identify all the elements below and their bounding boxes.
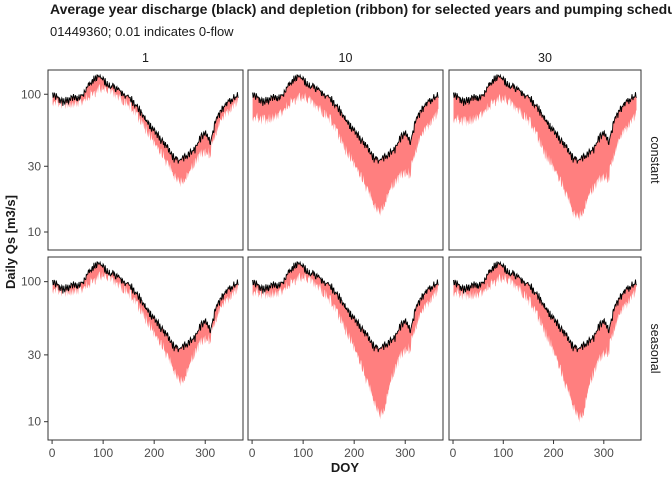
- panel-border: [247, 69, 444, 251]
- x-tick-label: 0: [249, 446, 256, 460]
- panel-plot-area: [52, 260, 239, 387]
- depletion-ribbon: [453, 75, 637, 222]
- panel-plot-area: [252, 73, 439, 217]
- panel-border: [448, 69, 642, 251]
- facet-strip-row: seasonal: [648, 323, 662, 373]
- facet-panels: 10 30 100 10 30 100 0 100 200 300 0 100 200 300 0 100 20…: [21, 51, 662, 460]
- discharge-line: [52, 260, 239, 353]
- facet-strip-column: 10: [339, 51, 353, 65]
- facet-strip-row: constant: [648, 136, 662, 184]
- x-tick-label: 200: [344, 446, 364, 460]
- depletion-ribbon: [52, 75, 239, 188]
- y-tick-label: 30: [28, 348, 42, 362]
- panel-border: [47, 69, 244, 251]
- panel-border: [247, 256, 444, 441]
- facet-panel-seasonal-30: 0 100 200 300: [448, 256, 642, 460]
- panel-border: [47, 256, 244, 441]
- depletion-ribbon: [252, 262, 439, 420]
- x-axis-title: DOY: [331, 460, 360, 475]
- facet-panel-constant-1: 10 30 100: [21, 69, 244, 251]
- discharge-line: [453, 73, 637, 164]
- facet-panel-constant-10: [247, 69, 444, 251]
- x-tick-label: 300: [395, 446, 415, 460]
- y-tick-label: 100: [21, 275, 41, 289]
- x-tick-label: 0: [49, 446, 56, 460]
- panel-plot-area: [52, 73, 239, 188]
- x-tick-label: 0: [450, 446, 457, 460]
- x-tick-label: 200: [144, 446, 164, 460]
- x-tick-label: 100: [93, 446, 113, 460]
- discharge-line: [453, 260, 637, 353]
- x-tick-label: 200: [544, 446, 564, 460]
- panel-plot-area: [252, 260, 439, 420]
- discharge-line: [252, 73, 439, 164]
- depletion-ribbon: [453, 262, 637, 423]
- x-tick-label: 300: [195, 446, 215, 460]
- discharge-line: [252, 260, 439, 353]
- y-tick-label: 100: [21, 87, 41, 101]
- facet-panel-constant-30: [448, 69, 642, 251]
- panel-border: [448, 256, 642, 441]
- facet-panel-seasonal-10: 0 100 200 300: [247, 256, 444, 460]
- panel-plot-area: [453, 73, 637, 222]
- facet-strip-column: 1: [142, 51, 149, 65]
- chart-title: Average year discharge (black) and deple…: [50, 1, 672, 17]
- y-axis-title: Daily Qs [m3/s]: [3, 195, 18, 289]
- panel-plot-area: [453, 260, 637, 423]
- depletion-ribbon: [252, 75, 439, 217]
- y-tick-label: 10: [28, 415, 42, 429]
- discharge-line: [52, 73, 239, 164]
- depletion-ribbon: [52, 262, 239, 387]
- facet-panel-seasonal-1: 10 30 100 0 100 200 300: [21, 256, 244, 460]
- y-tick-label: 10: [28, 225, 42, 239]
- x-tick-label: 300: [594, 446, 614, 460]
- x-tick-label: 100: [493, 446, 513, 460]
- y-tick-label: 30: [28, 159, 42, 173]
- facet-strip-column: 30: [538, 51, 552, 65]
- x-tick-label: 100: [293, 446, 313, 460]
- chart-subtitle: 01449360; 0.01 indicates 0-flow: [50, 24, 234, 39]
